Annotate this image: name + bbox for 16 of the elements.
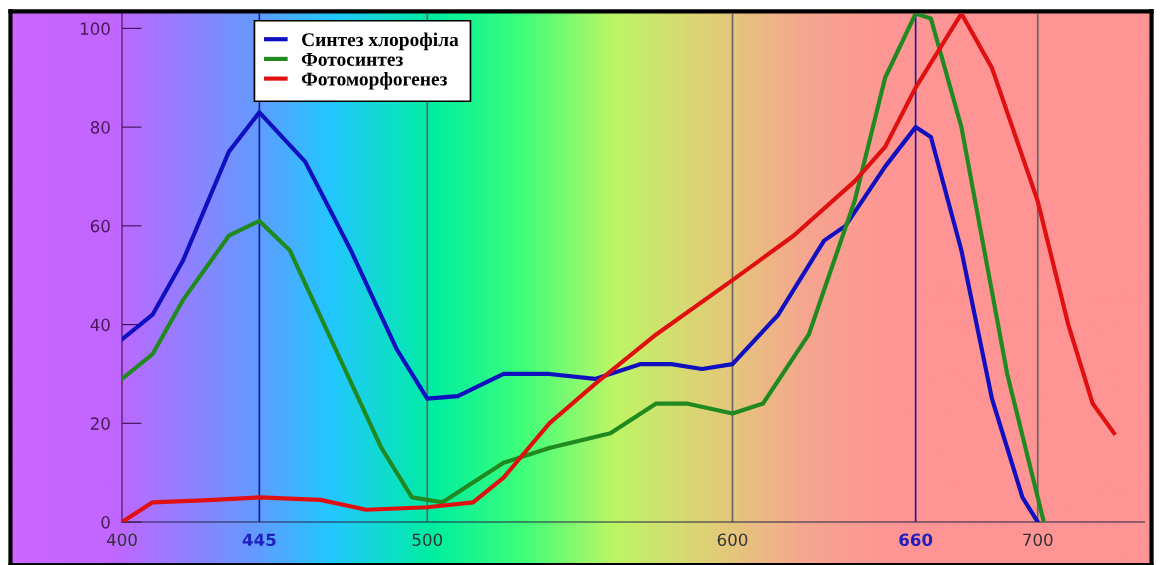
x-tick-label: 660 (899, 533, 933, 547)
x-tick-label: 400 (106, 533, 137, 547)
legend-label: Фотоморфогенез (301, 71, 447, 90)
x-tick-label: 500 (412, 533, 443, 547)
y-tick-label: 100 (80, 22, 110, 35)
x-tick-label: 445 (242, 533, 276, 547)
y-tick-label: 20 (90, 417, 110, 430)
y-tick-label: 40 (90, 318, 110, 332)
legend-label: Синтез хлорофіла (302, 32, 459, 51)
y-tick-label: 80 (90, 121, 110, 134)
legend-label: Фотосинтез (301, 52, 403, 66)
x-tick-label: 600 (717, 533, 748, 547)
x-tick-label: 700 (1023, 533, 1053, 547)
line-series (122, 110, 1040, 523)
y-tick-label: 60 (90, 219, 110, 233)
y-tick-label: 0 (101, 516, 110, 529)
